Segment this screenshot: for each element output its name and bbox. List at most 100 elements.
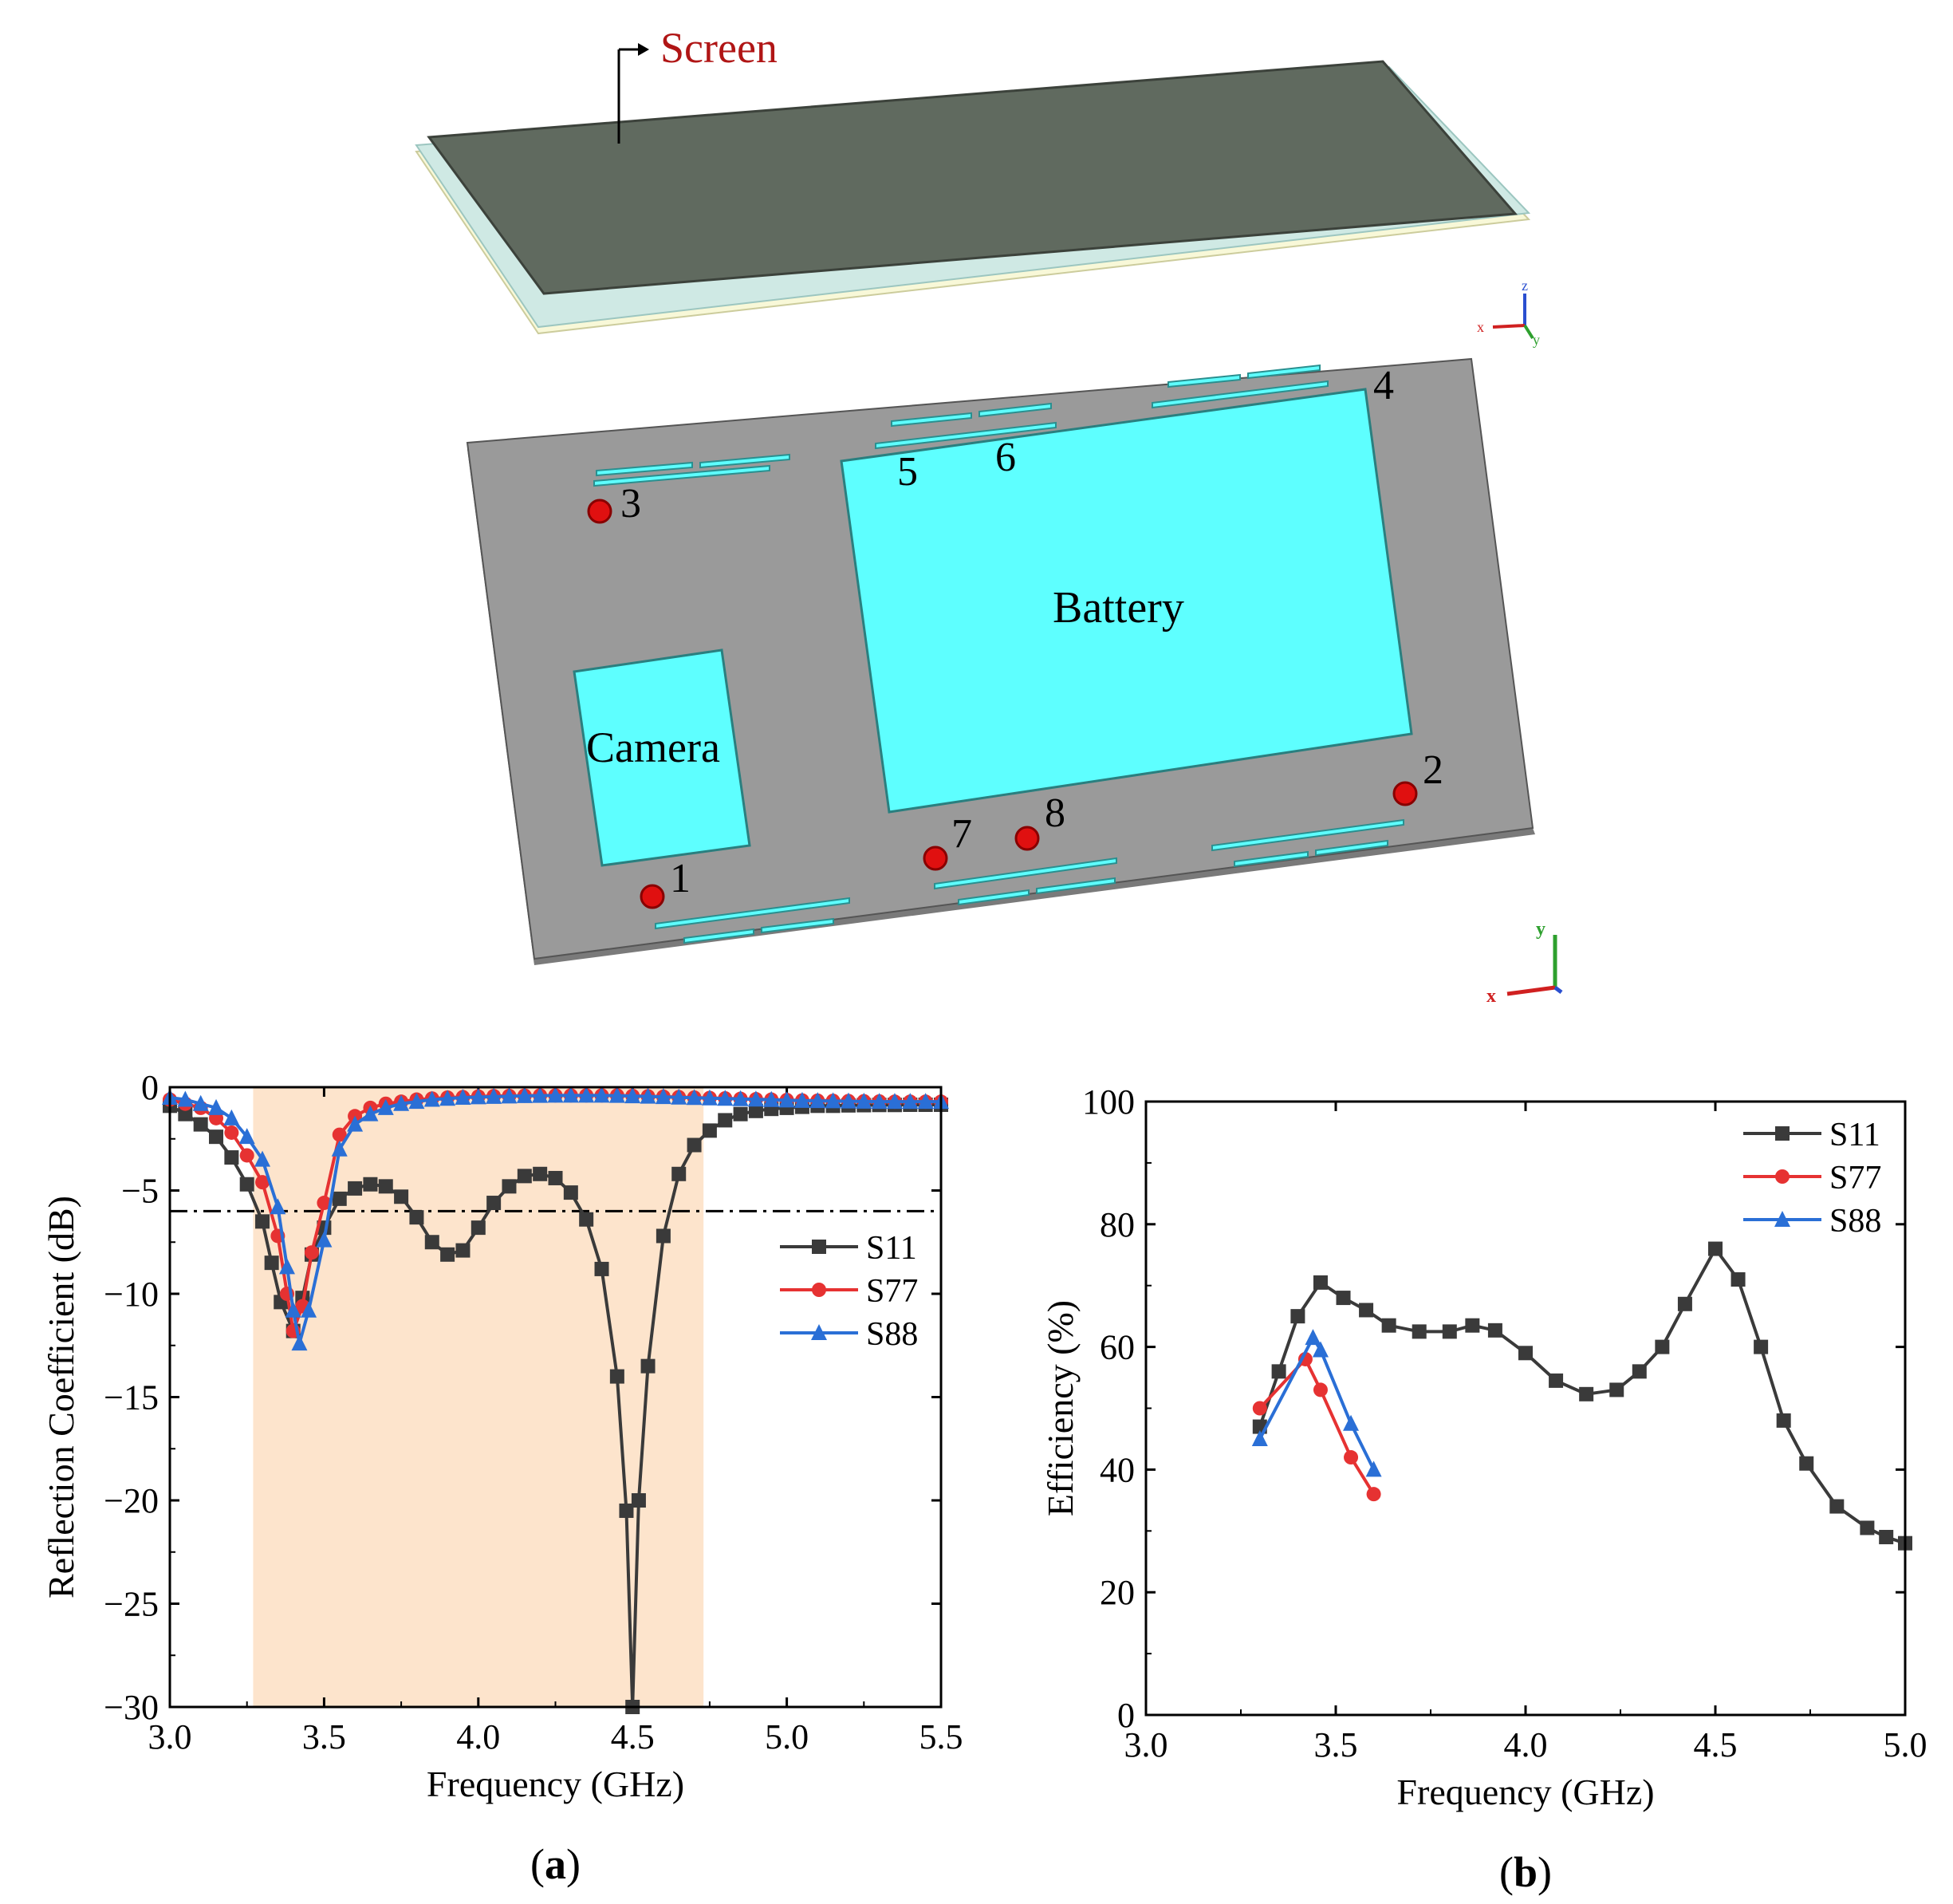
plot-frame-a — [168, 1086, 943, 1709]
point-a-S88-38 — [717, 1090, 734, 1106]
point-a-S11-26 — [533, 1166, 548, 1181]
point-a-S11-23 — [486, 1196, 502, 1211]
point-a-S88-47 — [856, 1092, 872, 1109]
port-4-label: 4 — [1373, 363, 1394, 408]
legend-label-b-1: S77 — [1829, 1160, 1881, 1196]
slot-antenna-bottom-right-b — [1234, 850, 1309, 868]
camera-block — [573, 648, 751, 867]
x-tick-label-a-3: 4.5 — [611, 1717, 655, 1756]
point-a-S88-31 — [608, 1086, 625, 1103]
point-b-S11-6 — [1381, 1318, 1396, 1333]
y-tick-label-b-5: 100 — [1082, 1082, 1135, 1122]
screen-glass — [427, 60, 1518, 295]
point-b-S11-23 — [1829, 1499, 1845, 1514]
slot-antenna-bottom-mid-a — [934, 857, 1117, 890]
point-a-S88-27 — [547, 1086, 564, 1103]
slot-antenna-bottom-left-c — [761, 917, 834, 934]
slot-antennas — [593, 364, 1404, 944]
slot-antenna-top-left-b — [596, 461, 693, 477]
point-b-S11-21 — [1776, 1413, 1791, 1428]
point-b-S11-15 — [1632, 1364, 1647, 1379]
point-a-S11-40 — [718, 1113, 733, 1128]
point-a-S88-21 — [455, 1088, 471, 1105]
point-a-S11-32 — [619, 1503, 634, 1518]
point-a-S88-22 — [470, 1088, 486, 1105]
x-tick-label-a-1: 3.5 — [302, 1717, 346, 1756]
port-1-label: 1 — [670, 856, 691, 901]
series-line-b-S88 — [1258, 1336, 1376, 1471]
point-a-S77-5 — [239, 1148, 254, 1163]
x-tick-label-b-1: 3.5 — [1314, 1725, 1358, 1764]
point-b-S11-16 — [1655, 1339, 1670, 1354]
y-tick-label-b-3: 60 — [1100, 1328, 1135, 1367]
point-a-S88-25 — [516, 1086, 533, 1103]
axis-z-label-top: z — [1522, 278, 1528, 294]
point-a-S11-16 — [378, 1179, 393, 1194]
x-tick-label-b-4: 5.0 — [1884, 1725, 1927, 1764]
point-a-S11-31 — [609, 1369, 624, 1384]
point-a-S11-7 — [264, 1256, 279, 1271]
point-a-S88-49 — [886, 1093, 903, 1110]
point-a-S11-30 — [594, 1261, 609, 1276]
point-b-S88-1 — [1305, 1329, 1321, 1346]
port-3-dot — [587, 499, 612, 524]
legend-label-a-0: S11 — [866, 1230, 917, 1267]
point-a-S11-41 — [733, 1106, 748, 1122]
chart-panel-b: 3.0 3.5 4.0 4.5 5.0 0 20 40 60 80 100 S11 S77 S88 Freq… — [1040, 1082, 1927, 1896]
axis-x-label-bottom: x — [1486, 986, 1496, 1007]
x-tick-label-a-5: 5.5 — [919, 1717, 963, 1756]
point-a-S11-3 — [209, 1129, 224, 1145]
point-b-S77-0 — [1252, 1401, 1267, 1416]
point-b-S11-1 — [1271, 1364, 1286, 1379]
ports: 1 2 3 4 5 6 7 8 — [587, 363, 1443, 909]
point-a-S88-4 — [223, 1109, 240, 1125]
point-a-S88-6 — [254, 1150, 271, 1167]
legend-label-a-2: S88 — [866, 1316, 918, 1353]
y-tick-label-a-2: −10 — [104, 1275, 159, 1314]
axis-triad-bottom: y x — [1486, 919, 1563, 1007]
point-b-S77-4 — [1366, 1487, 1381, 1502]
point-a-S88-15 — [362, 1105, 379, 1122]
point-a-S88-43 — [793, 1091, 810, 1108]
axis-y-label-bottom: y — [1536, 919, 1545, 940]
point-a-S11-36 — [656, 1228, 671, 1244]
point-a-S11-15 — [363, 1177, 378, 1192]
point-b-S11-18 — [1708, 1241, 1723, 1256]
point-a-S11-4 — [224, 1150, 239, 1165]
point-b-S11-3 — [1313, 1275, 1328, 1290]
legend-marker-a-0 — [812, 1240, 826, 1254]
y-tick-label-a-6: −30 — [104, 1688, 159, 1727]
port-6-label: 6 — [995, 435, 1016, 480]
point-b-S11-14 — [1609, 1382, 1624, 1397]
axis-y-label-top: y — [1533, 332, 1540, 348]
point-a-S88-1 — [177, 1090, 194, 1107]
point-a-S11-28 — [563, 1185, 578, 1200]
screen-assembly: Screen — [415, 24, 1531, 335]
point-b-S11-22 — [1799, 1456, 1814, 1471]
point-a-S11-6 — [255, 1214, 270, 1229]
point-b-S11-7 — [1412, 1324, 1427, 1339]
point-b-S11-13 — [1579, 1386, 1594, 1401]
point-b-S88-3 — [1343, 1414, 1360, 1431]
point-a-S88-36 — [686, 1089, 703, 1106]
point-a-S11-18 — [409, 1210, 424, 1225]
board-edge-bottom — [534, 828, 1535, 965]
point-a-S88-46 — [840, 1092, 856, 1109]
point-b-S11-12 — [1549, 1373, 1564, 1388]
legend-marker-b-0 — [1775, 1126, 1790, 1141]
point-b-S11-4 — [1336, 1291, 1351, 1306]
point-a-S88-20 — [439, 1090, 456, 1106]
legend-marker-b-2 — [1774, 1211, 1790, 1227]
point-a-S88-7 — [270, 1198, 286, 1215]
panel-label-a: (a) — [530, 1840, 581, 1888]
point-a-S88-26 — [532, 1086, 549, 1103]
point-a-S88-32 — [624, 1087, 641, 1104]
legend-label-b-2: S88 — [1829, 1203, 1881, 1240]
point-a-S11-39 — [702, 1123, 717, 1138]
x-tick-label-a-2: 4.0 — [456, 1717, 500, 1756]
point-b-S11-25 — [1879, 1529, 1894, 1544]
port-1-dot — [640, 884, 665, 909]
y-tick-label-a-5: −25 — [104, 1585, 159, 1624]
